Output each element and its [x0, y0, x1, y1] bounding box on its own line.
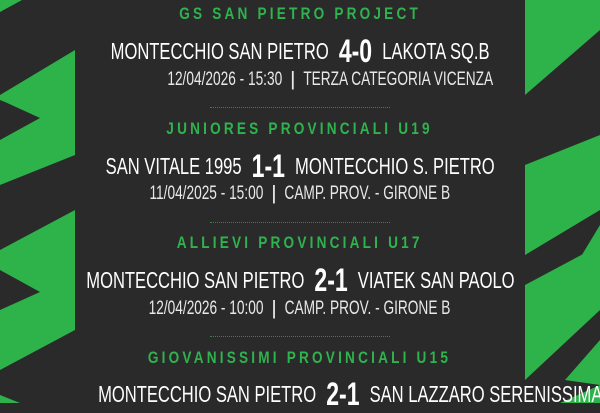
match-result: MONTECCHIO SAN PIETRO 2-1 VIATEK SAN PAOLO [0, 262, 600, 299]
separator: | [290, 69, 295, 90]
score: 1-1 [251, 148, 285, 184]
competition: CAMP. PROV. - GIRONE B [284, 183, 451, 204]
score: 2-1 [313, 262, 348, 298]
home-team: MONTECCHIO SAN PIETRO [110, 38, 329, 64]
away-team: MONTECCHIO S. PIETRO [294, 153, 495, 179]
away-team: SAN LAZZARO SERENISSIMA [369, 381, 600, 407]
competition: TERZA CATEGORIA VICENZA [303, 69, 493, 90]
match-result: MONTECCHIO SAN PIETRO 2-1 SAN LAZZARO SERE… [0, 376, 600, 413]
separator: | [272, 183, 276, 204]
home-team: MONTECCHIO SAN PIETRO [85, 267, 304, 293]
background-stripes [0, 0, 600, 403]
match-datetime: 11/04/2025 - 15:00 [149, 183, 264, 204]
separator: | [272, 298, 277, 319]
category-header: ALLIEVI PROVINCIALI U17 [177, 233, 423, 252]
match-result: MONTECCHIO SAN PIETRO 4-0 LAKOTA SQ.B [0, 33, 600, 70]
category-header: GIOVANISSIMI PROVINCIALI U15 [148, 348, 452, 367]
score: 2-1 [326, 376, 360, 412]
divider [210, 107, 390, 108]
away-team: VIATEK SAN PAOLO [357, 267, 515, 293]
competition: CAMP. PROV. - GIRONE B [285, 298, 451, 319]
match-result: SAN VITALE 1995 1-1 MONTECCHIO S. PIETRO [0, 148, 600, 185]
away-team: LAKOTA SQ.B [382, 38, 490, 64]
home-team: MONTECCHIO SAN PIETRO [98, 381, 317, 407]
match-info: 11/04/2025 - 15:00 | CAMP. PROV. - GIRONE … [0, 183, 600, 205]
home-team: SAN VITALE 1995 [105, 153, 242, 179]
match-datetime: 12/04/2026 - 10:00 [149, 298, 265, 319]
category-header: GS SAN PIETRO PROJECT [179, 4, 421, 23]
divider [210, 336, 390, 337]
match-info: 12/04/2026 - 10:00 | CAMP. PROV. - GIRONE … [0, 298, 600, 320]
match-datetime: 12/04/2026 - 15:30 [167, 69, 282, 90]
divider [210, 222, 390, 223]
category-header: JUNIORES PROVINCIALI U19 [166, 119, 434, 138]
score: 4-0 [338, 33, 372, 69]
match-info: 12/04/2026 - 15:30 | TERZA CATEGORIA VICEN… [0, 69, 600, 91]
